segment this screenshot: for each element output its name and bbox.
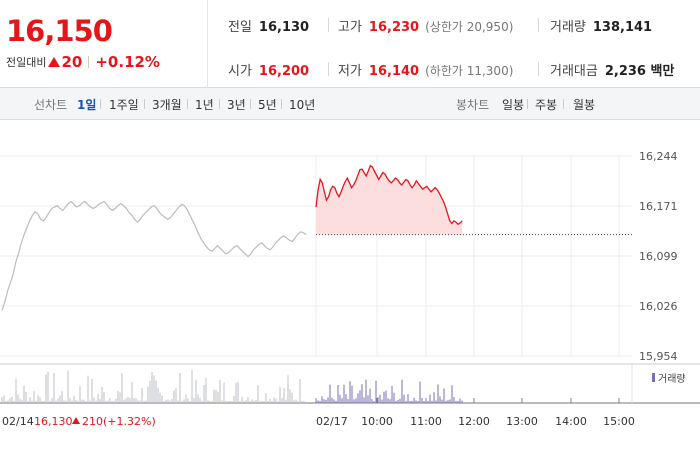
divider xyxy=(88,56,90,68)
price-summary: 16,150 전일대비 20 +0.12% xyxy=(0,0,208,88)
divider xyxy=(538,18,539,32)
stat-high: 고가 16,230 (상한가 20,950) xyxy=(338,20,514,35)
tab-5year[interactable]: 5년 xyxy=(258,98,277,112)
x-tick-label: 11:00 xyxy=(410,415,442,428)
volume-legend-swatch xyxy=(652,373,655,382)
chart-period-tabs: 선차트 1일 1주일 3개월 1년 3년 5년 10년 봉차트 일봉 주봉 월봉 xyxy=(0,88,700,120)
quote-header: 16,150 전일대비 20 +0.12% 전일 16,130 고가 16,23… xyxy=(0,0,700,88)
x-tick-label: 02/17 xyxy=(316,415,348,428)
tab-10year[interactable]: 10년 xyxy=(289,98,316,112)
divider xyxy=(563,99,564,109)
prev-day-close: 16,130 xyxy=(34,415,73,428)
divider xyxy=(144,99,145,109)
stat-volume: 거래량 138,141 xyxy=(550,20,653,35)
prev-day-date: 02/14 xyxy=(2,415,34,428)
divider xyxy=(328,62,329,76)
tab-monthly-candle[interactable]: 월봉 xyxy=(573,98,596,112)
divider xyxy=(219,99,220,109)
y-tick-label: 16,026 xyxy=(639,300,678,313)
stat-trade-amount: 거래대금 2,236 백만 xyxy=(550,64,675,79)
tab-3year[interactable]: 3년 xyxy=(227,98,246,112)
divider xyxy=(538,62,539,76)
volume-legend-label: 거래량 xyxy=(658,373,686,385)
tab-3month[interactable]: 3개월 xyxy=(152,98,182,112)
current-price: 16,150 xyxy=(6,14,113,48)
prev-day-price-line xyxy=(1,200,307,311)
divider xyxy=(328,18,329,32)
y-tick-label: 16,171 xyxy=(639,200,678,213)
intraday-price-chart: 16,244 16,171 16,099 16,026 15,954 02/17 10:00… xyxy=(0,150,700,428)
x-tick-label: 10:00 xyxy=(361,415,393,428)
y-tick-label: 16,099 xyxy=(639,250,678,263)
prev-day-change: 210 xyxy=(82,415,103,428)
divider xyxy=(250,99,251,109)
tab-1week[interactable]: 1주일 xyxy=(109,98,139,112)
change-percent: +0.12% xyxy=(95,53,160,71)
stat-low: 저가 16,140 (하한가 11,300) xyxy=(338,64,514,79)
y-tick-label: 15,954 xyxy=(639,350,678,363)
divider xyxy=(187,99,188,109)
stat-open: 시가 16,200 xyxy=(228,64,310,79)
tab-1year[interactable]: 1년 xyxy=(195,98,214,112)
up-triangle-icon xyxy=(48,57,61,67)
x-tick-label: 13:00 xyxy=(506,415,538,428)
today-price-area xyxy=(316,165,463,235)
change-value: 20 xyxy=(61,53,83,71)
line-chart-label: 선차트 xyxy=(34,98,68,112)
x-tick-label: 14:00 xyxy=(555,415,587,428)
tab-weekly-candle[interactable]: 주봉 xyxy=(535,98,558,112)
x-tick-label: 15:00 xyxy=(603,415,635,428)
y-tick-label: 16,244 xyxy=(639,150,678,163)
tab-daily-candle[interactable]: 일봉 xyxy=(502,98,525,112)
stat-prev-close: 전일 16,130 xyxy=(228,20,310,35)
divider xyxy=(527,99,528,109)
tab-1day[interactable]: 1일 xyxy=(77,98,97,112)
prev-day-change-pct: (+1.32%) xyxy=(103,415,156,428)
today-price-line xyxy=(315,164,463,226)
x-tick-label: 12:00 xyxy=(458,415,490,428)
divider xyxy=(100,99,101,109)
candle-chart-label: 봉차트 xyxy=(456,98,490,112)
up-triangle-icon xyxy=(72,417,80,424)
change-label: 전일대비 xyxy=(6,56,47,69)
price-change: 전일대비 20 +0.12% xyxy=(6,53,160,71)
divider xyxy=(281,99,282,109)
